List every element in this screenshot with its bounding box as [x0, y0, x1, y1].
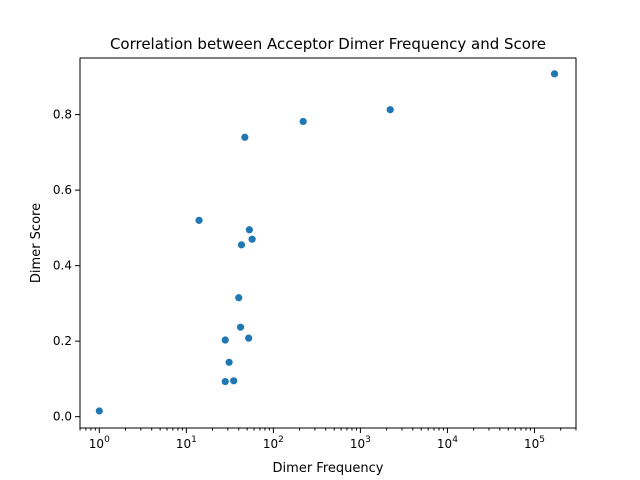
data-point [241, 133, 249, 141]
data-point [236, 323, 245, 331]
x-tick-base: 10 [176, 437, 191, 451]
x-tick-exponent: 5 [539, 435, 545, 445]
x-tick-exponent: 1 [191, 435, 197, 445]
data-point [245, 334, 253, 342]
x-tick-base: 10 [89, 437, 104, 451]
chart-title: Correlation between Acceptor Dimer Frequ… [110, 35, 546, 53]
x-tick-exponent: 0 [104, 435, 110, 445]
y-tick-label: 0.6 [53, 183, 72, 197]
x-tick-label: 102 [263, 435, 284, 451]
data-point [299, 117, 307, 126]
plot-frame [79, 57, 577, 429]
x-tick-label: 105 [524, 435, 545, 451]
data-point [225, 358, 233, 366]
data-point [230, 377, 238, 385]
x-tick-label: 104 [437, 435, 458, 451]
x-tick-label: 100 [89, 435, 110, 451]
x-tick-label: 103 [350, 435, 371, 451]
data-point [248, 235, 256, 243]
y-tick-label: 0.2 [53, 334, 72, 348]
data-point [235, 294, 243, 302]
data-point [245, 226, 253, 234]
x-tick-base: 10 [263, 437, 278, 451]
y-tick-label: 0.4 [53, 259, 72, 273]
x-tick-exponent: 3 [365, 435, 371, 445]
data-point [237, 241, 246, 249]
y-axis-label: Dimer Score [29, 203, 44, 283]
data-point [221, 336, 229, 344]
data-points [95, 70, 559, 415]
x-tick-label: 101 [176, 435, 197, 451]
x-axis-label: Dimer Frequency [273, 461, 384, 476]
x-tick-base: 10 [524, 437, 539, 451]
x-tick-base: 10 [350, 437, 365, 451]
data-point [95, 407, 103, 415]
x-tick-exponent: 4 [452, 435, 458, 445]
data-point [550, 70, 559, 78]
x-axis: 100 101 102 103 104 105 [79, 428, 577, 451]
data-point [195, 216, 203, 224]
x-tick-base: 10 [437, 437, 452, 451]
data-point [386, 106, 394, 114]
y-tick-label: 0.0 [53, 410, 72, 424]
y-axis: 0.0 0.2 0.4 0.6 0.8 [53, 108, 80, 424]
x-tick-exponent: 2 [278, 435, 284, 445]
data-point [221, 377, 229, 386]
y-tick-label: 0.8 [53, 108, 72, 122]
